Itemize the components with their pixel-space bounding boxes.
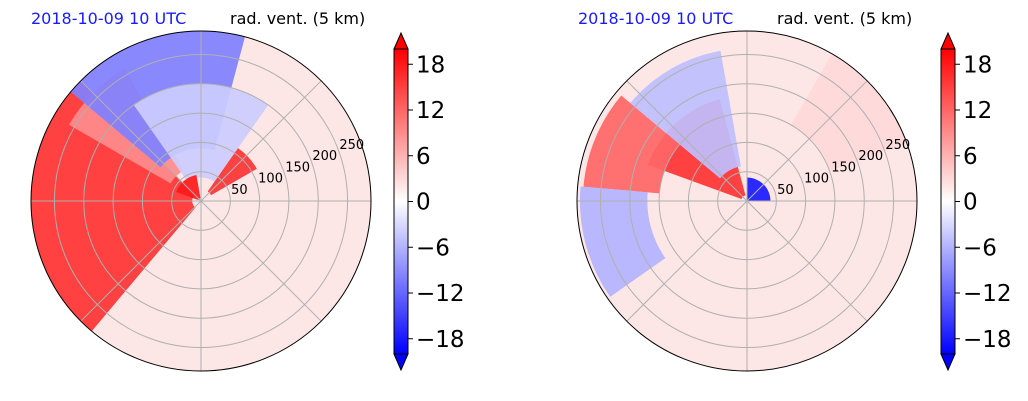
left-radial-tick-label-200: 200 xyxy=(312,149,337,164)
right-panel: 2018-10-09 10 UTC rad. vent. (5 km) 50 10… xyxy=(576,9,1012,372)
right-azimuth-spoke-225 xyxy=(626,200,748,322)
left-colorbar-label-3: 0 xyxy=(416,190,431,216)
right-polar-frame xyxy=(576,30,918,372)
left-radial-tick-label-150: 150 xyxy=(285,160,310,175)
right-colorbar-label-6: −18 xyxy=(963,327,1012,353)
right-colorbar-label-5: −12 xyxy=(963,281,1012,307)
right-colorbar: 18 12 6 0 −6 −12 −18 xyxy=(940,31,1012,372)
right-colorbar-label-0: 18 xyxy=(963,52,992,78)
right-colorbar-extend-max xyxy=(940,31,956,50)
right-title-date: 2018-10-09 10 UTC xyxy=(578,9,733,28)
left-polar-frame xyxy=(30,30,372,372)
left-colorbar: 18 12 6 0 −6 −12 −18 xyxy=(393,31,465,372)
left-title-variable: rad. vent. (5 km) xyxy=(230,9,365,28)
right-velocity-region-2 xyxy=(630,50,741,179)
left-colorbar-label-6: −18 xyxy=(416,327,465,353)
right-colorbar-extend-min xyxy=(940,353,956,372)
right-colorbar-bar xyxy=(940,48,956,355)
right-radial-tick-label-250: 250 xyxy=(885,138,910,153)
left-colorbar-label-1: 12 xyxy=(416,98,445,124)
left-colorbar-label-4: −6 xyxy=(416,235,450,261)
left-radial-tick-label-50: 50 xyxy=(231,183,248,198)
right-radial-tick-label-200: 200 xyxy=(858,149,883,164)
left-colorbar-label-5: −12 xyxy=(416,281,465,307)
right-colorbar-ticks: 18 12 6 0 −6 −12 −18 xyxy=(955,52,1012,353)
right-colorbar-label-1: 12 xyxy=(963,98,992,124)
left-radial-tick-label-100: 100 xyxy=(258,172,283,187)
left-colorbar-ticks: 18 12 6 0 −6 −12 −18 xyxy=(408,52,465,353)
right-radial-tick-label-150: 150 xyxy=(831,160,856,175)
right-radial-tick-label-100: 100 xyxy=(804,172,829,187)
left-colorbar-label-0: 18 xyxy=(416,52,445,78)
right-velocity-region-1 xyxy=(583,95,680,194)
left-azimuth-spoke-225 xyxy=(80,200,202,322)
right-colorbar-label-2: 6 xyxy=(963,144,978,170)
right-colorbar-label-4: −6 xyxy=(963,235,997,261)
left-azimuth-spoke-135 xyxy=(80,80,202,202)
left-panel: 2018-10-09 10 UTC rad. vent. (5 km) 50 10… xyxy=(30,9,465,372)
left-azimuth-spoke-315 xyxy=(200,200,322,322)
left-colorbar-extend-max xyxy=(393,31,409,50)
left-polar-grid xyxy=(31,31,371,371)
right-title-variable: rad. vent. (5 km) xyxy=(777,9,912,28)
right-colorbar-label-3: 0 xyxy=(963,190,978,216)
left-colorbar-bar xyxy=(393,48,409,355)
right-azimuth-spoke-45 xyxy=(746,80,868,202)
left-colorbar-label-2: 6 xyxy=(416,144,431,170)
left-velocity-region-4 xyxy=(207,148,257,196)
right-azimuth-spoke-135 xyxy=(626,80,748,202)
right-velocity-region-5 xyxy=(790,53,907,171)
right-radial-tick-label-50: 50 xyxy=(777,183,794,198)
left-colorbar-extend-min xyxy=(393,353,409,372)
right-velocity-field xyxy=(579,50,907,297)
left-title-date: 2018-10-09 10 UTC xyxy=(31,9,186,28)
right-polar-grid xyxy=(577,31,917,371)
left-radial-tick-label-250: 250 xyxy=(339,138,364,153)
left-azimuth-spoke-45 xyxy=(200,80,322,202)
right-azimuth-spoke-315 xyxy=(746,200,868,322)
